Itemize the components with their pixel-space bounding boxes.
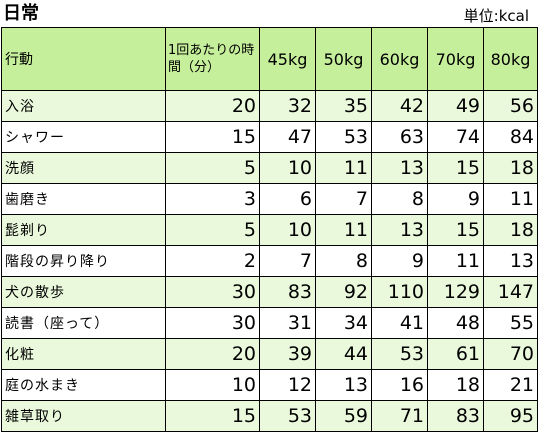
cell-time[interactable]: 30	[165, 307, 260, 339]
cell-80kg[interactable]: 18	[483, 152, 538, 184]
table-row: 犬の散歩 30 83 92 110 129 147	[1, 276, 538, 308]
cell-time[interactable]: 15	[165, 121, 260, 153]
cell-80kg[interactable]: 18	[483, 214, 538, 246]
cell-45kg[interactable]: 39	[259, 338, 316, 370]
cell-60kg[interactable]: 9	[371, 245, 428, 277]
cell-70kg[interactable]: 9	[427, 183, 484, 215]
cell-60kg[interactable]: 71	[371, 400, 428, 432]
cell-50kg[interactable]: 44	[315, 338, 372, 370]
header-70kg[interactable]: 70kg	[427, 27, 484, 91]
table-row: 読書（座って） 30 31 34 41 48 55	[1, 307, 538, 339]
cell-activity[interactable]: 歯磨き	[1, 183, 166, 215]
cell-60kg[interactable]: 63	[371, 121, 428, 153]
header-time[interactable]: 1回あたりの時間（分）	[165, 27, 260, 91]
cell-time[interactable]: 15	[165, 400, 260, 432]
cell-activity[interactable]: 犬の散歩	[1, 276, 166, 308]
cell-45kg[interactable]: 53	[259, 400, 316, 432]
cell-60kg[interactable]: 13	[371, 152, 428, 184]
cell-80kg[interactable]: 95	[483, 400, 538, 432]
cell-50kg[interactable]: 11	[315, 214, 372, 246]
cell-45kg[interactable]: 6	[259, 183, 316, 215]
cell-80kg[interactable]: 55	[483, 307, 538, 339]
header-60kg[interactable]: 60kg	[371, 27, 428, 91]
cell-80kg[interactable]: 11	[483, 183, 538, 215]
table-row: 化粧 20 39 44 53 61 70	[1, 338, 538, 370]
table-row: 歯磨き 3 6 7 8 9 11	[1, 183, 538, 215]
cell-time[interactable]: 5	[165, 214, 260, 246]
cell-time[interactable]: 20	[165, 338, 260, 370]
cell-50kg[interactable]: 11	[315, 152, 372, 184]
calorie-table: 行動 1回あたりの時間（分） 45kg 50kg 60kg 70kg 80kg …	[1, 27, 538, 432]
cell-70kg[interactable]: 83	[427, 400, 484, 432]
cell-70kg[interactable]: 74	[427, 121, 484, 153]
cell-50kg[interactable]: 92	[315, 276, 372, 308]
cell-60kg[interactable]: 13	[371, 214, 428, 246]
cell-time[interactable]: 10	[165, 369, 260, 401]
cell-45kg[interactable]: 47	[259, 121, 316, 153]
cell-activity[interactable]: 階段の昇り降り	[1, 245, 166, 277]
cell-50kg[interactable]: 8	[315, 245, 372, 277]
cell-45kg[interactable]: 7	[259, 245, 316, 277]
cell-70kg[interactable]: 61	[427, 338, 484, 370]
cell-time[interactable]: 20	[165, 90, 260, 122]
table-row: 雑草取り 15 53 59 71 83 95	[1, 400, 538, 432]
cell-50kg[interactable]: 35	[315, 90, 372, 122]
cell-80kg[interactable]: 147	[483, 276, 538, 308]
cell-70kg[interactable]: 15	[427, 214, 484, 246]
cell-time[interactable]: 5	[165, 152, 260, 184]
cell-80kg[interactable]: 70	[483, 338, 538, 370]
cell-70kg[interactable]: 11	[427, 245, 484, 277]
cell-45kg[interactable]: 10	[259, 214, 316, 246]
cell-50kg[interactable]: 59	[315, 400, 372, 432]
cell-70kg[interactable]: 18	[427, 369, 484, 401]
cell-activity[interactable]: 化粧	[1, 338, 166, 370]
cell-60kg[interactable]: 16	[371, 369, 428, 401]
table-row: シャワー 15 47 53 63 74 84	[1, 121, 538, 153]
header-50kg[interactable]: 50kg	[315, 27, 372, 91]
cell-45kg[interactable]: 32	[259, 90, 316, 122]
cell-50kg[interactable]: 53	[315, 121, 372, 153]
table-row: 庭の水まき 10 12 13 16 18 21	[1, 369, 538, 401]
cell-45kg[interactable]: 12	[259, 369, 316, 401]
header-row: 行動 1回あたりの時間（分） 45kg 50kg 60kg 70kg 80kg	[1, 27, 538, 91]
cell-activity[interactable]: 入浴	[1, 90, 166, 122]
cell-80kg[interactable]: 56	[483, 90, 538, 122]
cell-70kg[interactable]: 49	[427, 90, 484, 122]
cell-time[interactable]: 2	[165, 245, 260, 277]
cell-activity[interactable]: シャワー	[1, 121, 166, 153]
table-row: 髭剃り 5 10 11 13 15 18	[1, 214, 538, 246]
table-row: 階段の昇り降り 2 7 8 9 11 13	[1, 245, 538, 277]
cell-60kg[interactable]: 8	[371, 183, 428, 215]
cell-50kg[interactable]: 13	[315, 369, 372, 401]
table-row: 入浴 20 32 35 42 49 56	[1, 90, 538, 122]
cell-70kg[interactable]: 15	[427, 152, 484, 184]
cell-activity[interactable]: 髭剃り	[1, 214, 166, 246]
cell-80kg[interactable]: 13	[483, 245, 538, 277]
cell-45kg[interactable]: 10	[259, 152, 316, 184]
cell-50kg[interactable]: 34	[315, 307, 372, 339]
table-row: 洗顔 5 10 11 13 15 18	[1, 152, 538, 184]
header-80kg[interactable]: 80kg	[483, 27, 538, 91]
header-45kg[interactable]: 45kg	[259, 27, 316, 91]
header-activity[interactable]: 行動	[1, 27, 166, 91]
unit-label: 単位:kcal	[463, 7, 529, 25]
cell-activity[interactable]: 洗顔	[1, 152, 166, 184]
cell-80kg[interactable]: 21	[483, 369, 538, 401]
cell-60kg[interactable]: 42	[371, 90, 428, 122]
cell-70kg[interactable]: 129	[427, 276, 484, 308]
cell-45kg[interactable]: 83	[259, 276, 316, 308]
cell-60kg[interactable]: 41	[371, 307, 428, 339]
cell-50kg[interactable]: 7	[315, 183, 372, 215]
cell-activity[interactable]: 雑草取り	[1, 400, 166, 432]
cell-70kg[interactable]: 48	[427, 307, 484, 339]
sheet-title: 日常	[3, 3, 39, 24]
cell-45kg[interactable]: 31	[259, 307, 316, 339]
cell-60kg[interactable]: 110	[371, 276, 428, 308]
cell-time[interactable]: 3	[165, 183, 260, 215]
cell-activity[interactable]: 庭の水まき	[1, 369, 166, 401]
cell-time[interactable]: 30	[165, 276, 260, 308]
cell-80kg[interactable]: 84	[483, 121, 538, 153]
cell-60kg[interactable]: 53	[371, 338, 428, 370]
cell-activity[interactable]: 読書（座って）	[1, 307, 166, 339]
